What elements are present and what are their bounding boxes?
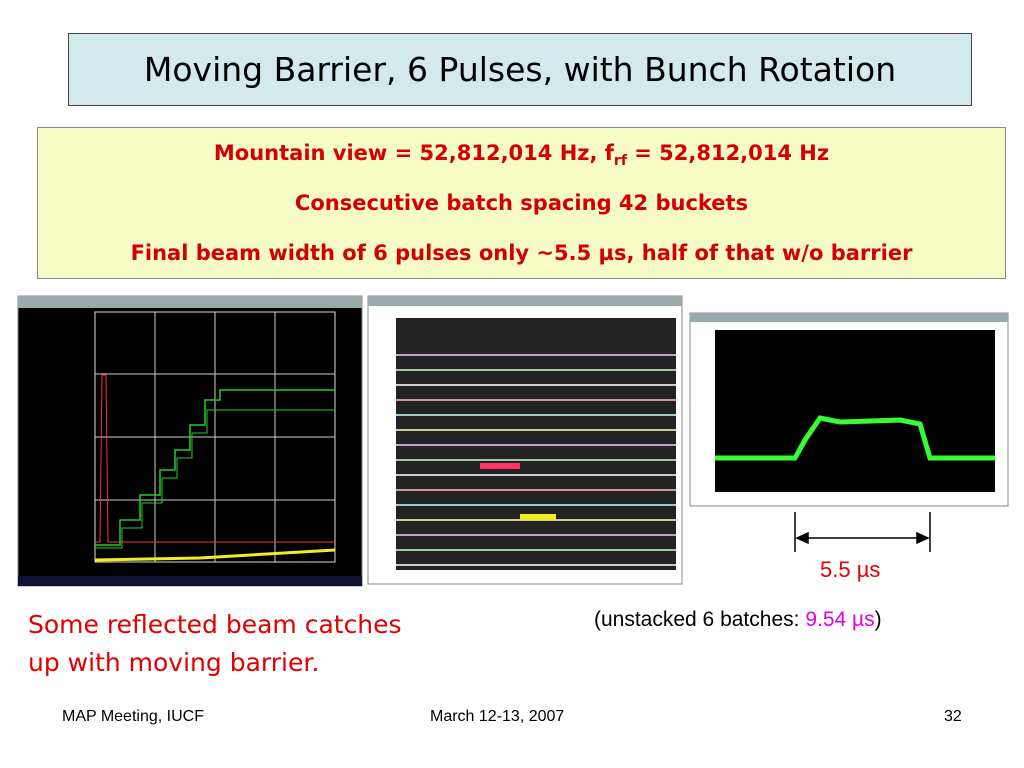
page-number: 32 [944,708,962,725]
scope-plot-1 [17,295,363,587]
info-line: Final beam width of 6 pulses only ~5.5 µ… [130,241,913,265]
mountain-range-plot [367,295,683,585]
info-line: Consecutive batch spacing 42 buckets [294,191,749,215]
slide-title: Moving Barrier, 6 Pulses, with Bunch Rot… [68,33,972,106]
note-text: ) [874,608,882,631]
info-text: = 52,812,014 Hz [634,141,830,165]
note-text: (unstacked 6 batches: [594,608,800,631]
reflection-note: Some reflected beam catches up with movi… [28,606,402,682]
footer-center: March 12-13, 2007 [430,708,565,725]
width-arrow [794,512,931,552]
unstacked-note: (unstacked 6 batches: 9.54 µs) [594,608,882,632]
note-value: 9.54 µs [805,608,875,631]
info-box: Mountain view = 52,812,014 Hz, frf = 52,… [37,127,1006,279]
info-text: Mountain view = 52,812,014 Hz, f [213,141,614,165]
width-label: 5.5 µs [820,557,881,582]
note-line: Some reflected beam catches [28,610,402,639]
scope-plot-3 [689,312,1009,507]
info-line: Mountain view = 52,812,014 Hz, frf = 52,… [38,128,1005,178]
subscript: rf [613,153,627,170]
footer-left: MAP Meeting, IUCF [62,708,204,725]
note-line: up with moving barrier. [28,648,320,677]
